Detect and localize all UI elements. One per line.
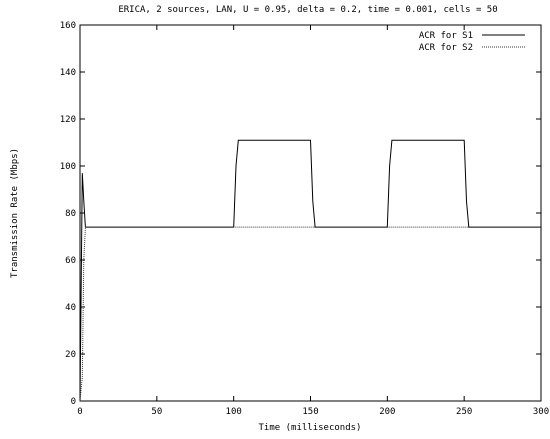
y-axis-label: Transmission Rate (Mbps) [10,148,20,278]
x-tick-label: 0 [77,407,82,417]
y-tick-label: 0 [71,397,76,407]
legend-label-s1: ACR for S1 [419,31,473,41]
y-tick-label: 160 [60,21,76,31]
y-tick-label: 60 [65,256,76,266]
plot-frame [79,24,542,402]
x-tick-label: 100 [226,407,242,417]
y-tick-label: 40 [65,303,76,313]
y-tick-label: 120 [60,115,76,125]
x-tick-label: 150 [302,407,318,417]
y-tick-label: 140 [60,68,76,78]
x-tick-label: 300 [533,407,549,417]
x-tick-label: 50 [151,407,162,417]
chart-title: ERICA, 2 sources, LAN, U = 0.95, delta =… [118,5,497,15]
x-axis-label: Time (milliseconds) [259,423,362,433]
series-line-s1 [79,139,541,402]
y-tick-label: 100 [60,162,76,172]
series-line-s2 [79,226,541,402]
series-layer [79,139,541,402]
y-tick-label: 20 [65,350,76,360]
x-tick-label: 200 [379,407,395,417]
legend: ACR for S1 ACR for S2 [419,31,525,53]
legend-label-s2: ACR for S2 [419,43,473,53]
x-tick-label: 250 [456,407,472,417]
x-axis: 0 50 100 150 200 250 300 [77,25,549,417]
y-axis: 0 20 40 60 80 100 120 140 160 [60,21,541,407]
y-tick-label: 80 [65,209,76,219]
